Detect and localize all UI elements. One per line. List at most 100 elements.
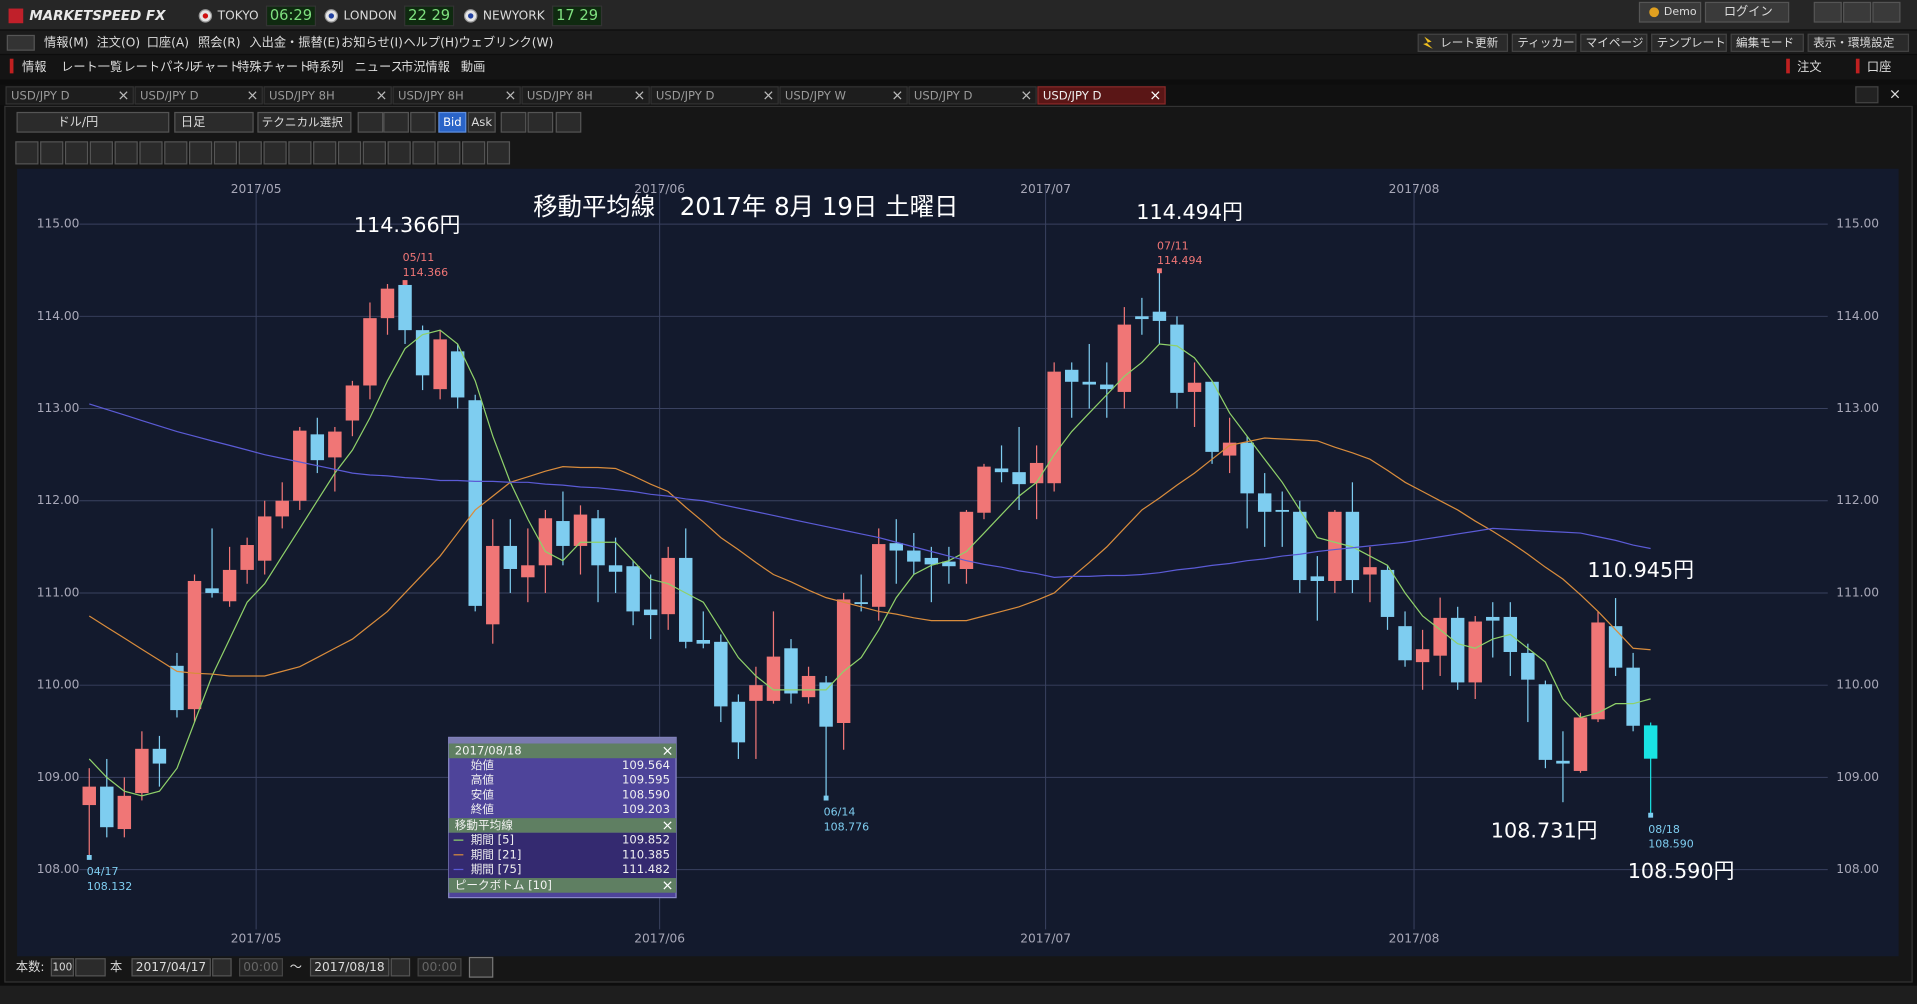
technical-select[interactable] (257, 111, 352, 133)
menu-button-label[interactable]: マイページ (1586, 35, 1644, 49)
login-label[interactable]: ログイン (1724, 5, 1773, 19)
window-button[interactable] (1843, 1, 1872, 23)
menu-button[interactable] (1580, 33, 1648, 52)
close-icon[interactable] (506, 91, 515, 100)
draw-tool[interactable] (238, 141, 262, 165)
menu-button[interactable] (1511, 33, 1577, 52)
tab-label[interactable]: USD/JPY 8H (398, 88, 464, 102)
tab[interactable] (5, 86, 134, 105)
tab-label[interactable]: USD/JPY 8H (527, 88, 593, 102)
menu-item[interactable]: ウェブリンク(W) (458, 34, 553, 49)
demo-label[interactable]: Demo (1664, 5, 1697, 18)
menu-item[interactable]: 注文(O) (97, 34, 141, 49)
panel-button[interactable] (1855, 86, 1879, 104)
menu-button-label[interactable]: テンプレート (1657, 35, 1726, 49)
tool-icon[interactable] (527, 111, 554, 133)
period-label[interactable]: 日足 (181, 115, 205, 129)
draw-tool[interactable] (486, 141, 511, 165)
draw-tool[interactable] (164, 141, 188, 165)
close-icon[interactable] (248, 91, 257, 100)
menu-item[interactable]: 情報(M) (44, 35, 89, 49)
close-icon[interactable] (764, 91, 773, 100)
draw-tool[interactable] (263, 141, 287, 165)
draw-tool[interactable] (213, 141, 238, 165)
tab-label[interactable]: USD/JPY D (140, 88, 199, 102)
close-icon[interactable] (663, 821, 672, 830)
count-select[interactable] (50, 958, 74, 977)
draw-tool[interactable] (462, 141, 486, 165)
toolbar-item[interactable]: 口座 (1867, 59, 1891, 74)
menu-button-label[interactable]: ティッカー (1517, 35, 1574, 49)
menu-button[interactable] (1807, 33, 1910, 52)
pair-label[interactable]: ドル/円 (57, 115, 98, 129)
menu-button[interactable] (1651, 33, 1727, 52)
tab-label[interactable]: USD/JPY D (656, 88, 715, 102)
to-date[interactable]: 2017/08/18 (314, 960, 384, 974)
ask-label[interactable]: Ask (471, 115, 492, 129)
technical-label[interactable]: テクニカル選択 (262, 115, 344, 129)
tab[interactable] (779, 86, 908, 105)
tab-label[interactable]: USD/JPY W (785, 88, 847, 102)
close-icon[interactable] (1151, 91, 1160, 100)
period-select[interactable] (174, 111, 254, 133)
demo-button[interactable] (1638, 1, 1702, 23)
toolbar-item[interactable]: 市況情報 (401, 59, 450, 74)
toolbar-item[interactable]: ニュース (355, 60, 403, 74)
menu-item[interactable]: お知らせ(I) (341, 35, 403, 49)
draw-tool[interactable] (64, 141, 89, 165)
menu-button-label[interactable]: レート更新 (1440, 35, 1498, 49)
toolbar-item[interactable]: 注文 (1797, 59, 1821, 74)
menu-item[interactable]: ヘルプ(H) (403, 35, 458, 49)
menu-icon[interactable] (6, 34, 35, 51)
calendar-button[interactable] (212, 958, 232, 977)
menu-button-label[interactable]: 編集モード (1736, 35, 1794, 49)
draw-tool[interactable] (89, 141, 113, 165)
close-icon[interactable] (377, 91, 386, 100)
count-spin[interactable] (75, 958, 106, 977)
count-value[interactable]: 100 (52, 961, 72, 973)
draw-tool[interactable] (362, 141, 386, 165)
draw-tool[interactable] (387, 141, 411, 165)
close-icon[interactable] (1022, 91, 1031, 100)
draw-tool[interactable] (114, 141, 138, 165)
draw-tool[interactable] (189, 141, 213, 165)
tool-icon[interactable] (555, 111, 582, 133)
refresh-button[interactable] (468, 956, 494, 978)
window-button[interactable] (1813, 1, 1842, 23)
menu-button[interactable] (1417, 33, 1509, 52)
close-icon[interactable] (1890, 90, 1900, 99)
draw-tool[interactable] (337, 141, 362, 165)
ask-button[interactable] (467, 111, 496, 133)
close-icon[interactable] (663, 881, 672, 890)
close-icon[interactable] (119, 91, 128, 100)
draw-tool[interactable] (288, 141, 312, 165)
menu-item[interactable]: 照会(R) (198, 35, 240, 49)
tab-label[interactable]: USD/JPY D (11, 88, 70, 102)
draw-tool[interactable] (139, 141, 163, 165)
calendar-button[interactable] (390, 958, 411, 977)
toolbar-item[interactable]: レート一覧 (61, 59, 122, 74)
date-field[interactable] (309, 958, 390, 977)
tab[interactable] (908, 86, 1037, 105)
draw-tool[interactable] (40, 141, 64, 165)
toolbar-item[interactable]: 時系列 (307, 60, 344, 74)
login-button[interactable] (1704, 1, 1790, 23)
pair-select[interactable] (16, 111, 170, 133)
tool-icon[interactable] (500, 111, 527, 133)
bid-button[interactable] (438, 111, 467, 133)
toolbar-item[interactable]: チャート (192, 60, 241, 74)
draw-tool[interactable] (412, 141, 436, 165)
window-button[interactable] (1872, 1, 1901, 23)
draw-tool[interactable] (313, 141, 337, 165)
toolbar-item[interactable]: 情報 (22, 60, 46, 74)
toolbar-item[interactable]: レートパネル (123, 60, 196, 74)
tab[interactable] (134, 86, 263, 105)
tab[interactable] (392, 86, 521, 105)
close-icon[interactable] (635, 91, 644, 100)
tab-label[interactable]: USD/JPY D (914, 88, 973, 102)
tab-label[interactable]: USD/JPY 8H (269, 88, 335, 102)
tab[interactable] (521, 86, 650, 105)
toolbar-item[interactable]: 特殊チャート (237, 59, 310, 74)
close-icon[interactable] (663, 746, 672, 755)
tool-icon[interactable] (383, 111, 409, 133)
